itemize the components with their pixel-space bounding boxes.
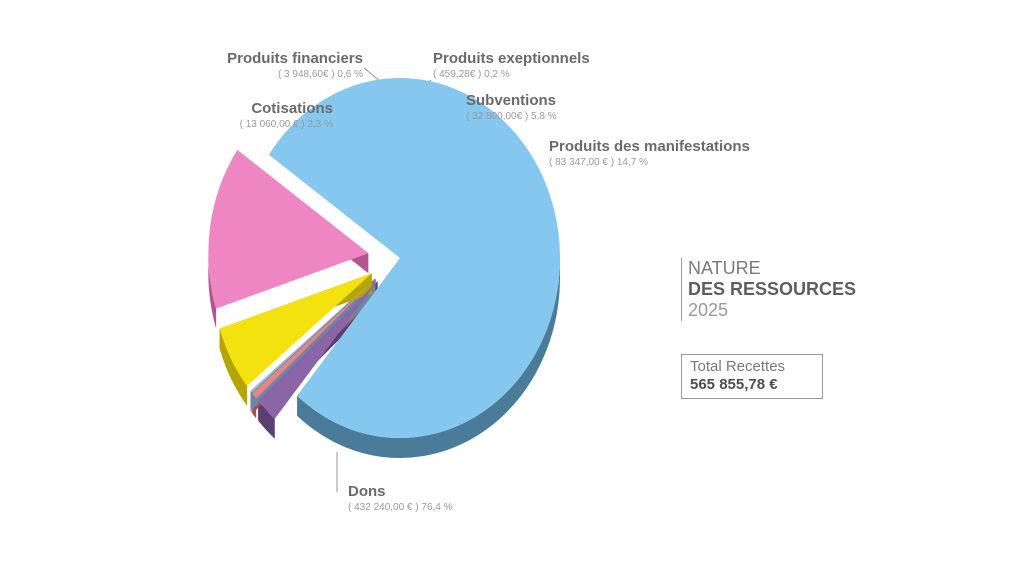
- chart-title-block: NATURE DES RESSOURCES 2025: [681, 258, 856, 321]
- label-produits-financiers: Produits financiers ( 3 948,60€ ) 0,6 %: [227, 50, 363, 80]
- label-cotisations: Cotisations ( 13 060,00 € ) 2,3 %: [240, 100, 333, 130]
- total-box: Total Recettes 565 855,78 €: [681, 354, 823, 399]
- slice-label-value: ( 432 240,00 € ) 76,4 %: [348, 502, 453, 513]
- slice-label-name: Produits exeptionnels: [433, 50, 590, 67]
- slice-produits-exeptionnels: [250, 278, 376, 393]
- label-subventions: Subventions ( 32 800,00€ ) 5,8 %: [466, 92, 557, 122]
- slice-label-value: ( 3 948,60€ ) 0,6 %: [277, 69, 363, 80]
- slice-label-value: ( 13 060,00 € ) 2,3 %: [239, 119, 333, 130]
- slice-label-name: Dons: [348, 483, 386, 500]
- slice-dons: [268, 77, 560, 438]
- slice-label-name: Produits financiers: [227, 50, 363, 67]
- slice-label-name: Subventions: [466, 92, 557, 109]
- slice-cotisations: [258, 280, 378, 419]
- slice-subventions: [219, 273, 372, 386]
- label-dons: Dons ( 432 240,00 € ) 76,4 %: [348, 483, 453, 513]
- slice-label-value: ( 83 347,00 € ) 14,7 %: [549, 157, 648, 168]
- slice-label-name: Produits des manifestations: [549, 138, 750, 155]
- chart-year: 2025: [688, 300, 729, 320]
- total-value: 565 855,78 €: [690, 376, 778, 393]
- chart-title: NATURE: [688, 258, 761, 278]
- label-produits-des-manifestations: Produits des manifestations ( 83 347,00 …: [549, 138, 750, 168]
- pie-slices: [208, 77, 560, 438]
- slice-produits-financiers: [252, 278, 376, 399]
- slice-label-value: ( 459,28€ ) 0,2 %: [433, 69, 510, 80]
- slice-label-value: ( 32 800,00€ ) 5,8 %: [466, 111, 557, 122]
- slice-side-dons: [297, 258, 560, 458]
- chart-subtitle: DES RESSOURCES: [688, 279, 857, 299]
- slice-side-produits-des-manifestations: [208, 253, 217, 329]
- label-produits-exeptionnels: Produits exeptionnels ( 459,28€ ) 0,2 %: [433, 50, 590, 80]
- slice-produits-des-manifestations: [208, 150, 369, 309]
- slice-side-subventions: [219, 328, 248, 406]
- slice-label-name: Cotisations: [251, 100, 333, 117]
- total-label: Total Recettes: [690, 358, 786, 375]
